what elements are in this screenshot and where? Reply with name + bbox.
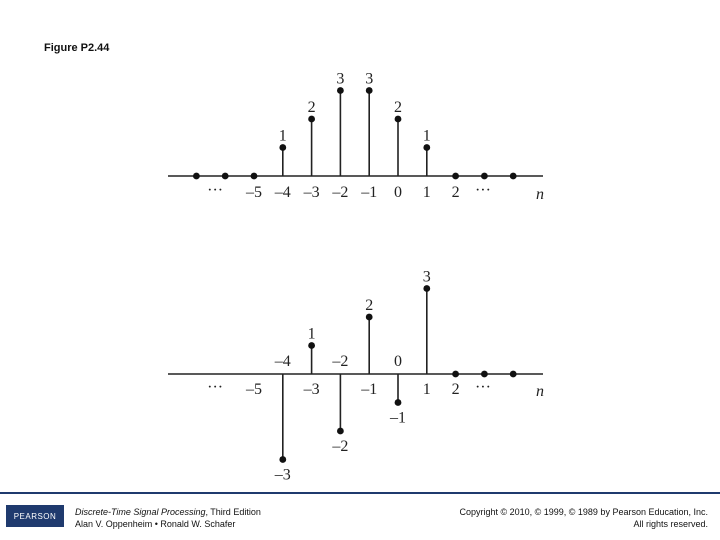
plot1-tick-label: –1 [360,184,377,201]
plot1-tick-label: –5 [245,184,262,201]
plot1-value-label: 3 [336,71,344,88]
plot2-value-label: –2 [331,438,348,455]
plot2-value-label: 1 [308,326,316,343]
plot2-axis-label-n: n [536,383,544,400]
plot2-tick-label: 0 [394,353,402,370]
plot2-tick-label: –3 [303,381,320,398]
plot1-stem-marker [452,172,459,180]
book-title: Discrete-Time Signal Processing [75,507,206,517]
plot1-stem-marker [365,87,373,94]
book-credit: Discrete-Time Signal Processing, Third E… [75,506,261,530]
plot2-tick-label: –4 [274,353,291,370]
plot1-tick-label: 1 [423,184,431,201]
book-edition: , Third Edition [205,507,261,517]
plot1-stem-marker [221,172,229,180]
plot1-tick-label: 2 [452,184,460,201]
plot1-value-label: 1 [279,128,287,145]
plot1-stem-marker [337,87,344,94]
plot1-value-label: 2 [394,99,402,116]
plot2-stem-marker [452,370,459,378]
plot2-stem-marker [308,342,315,349]
footer-rule [0,492,720,494]
plot2-stem-marker [394,399,402,406]
copyright-notice: Copyright © 2010, © 1999, © 1989 by Pear… [459,506,708,530]
plot1-stem-marker [250,172,258,180]
plot1-tick-label: 0 [394,184,402,201]
plot2-tick-label: –1 [360,381,377,398]
plot2-stem-marker [509,370,517,378]
plot2-tick-label: –2 [331,353,348,370]
plot1-value-label: 3 [365,71,373,88]
plot1-stem-marker [308,115,315,123]
plot1-ellipsis: ··· [475,182,491,199]
plot1-stem-marker [279,144,287,151]
plot2-stem-marker [423,285,431,292]
plot2-stem-marker [481,370,488,378]
plot1-stem-marker [509,172,517,180]
rights-line: All rights reserved. [633,519,708,529]
plot2-value-label: –1 [389,410,406,427]
plot2-ellipsis: ··· [475,379,491,396]
plot1-value-label: 2 [308,99,316,116]
plot2-stem-marker [279,456,287,463]
stem-plots: –5 –4 –3 –2 –1 0 1 2 ··· ··· n 1 2 3 3 2 1 –5 –4 –3 –2 –1 0 1 2 ·… [168,71,544,484]
plot2-stem-marker [337,427,344,435]
plot2-value-label: 2 [365,297,373,314]
book-authors: Alan V. Oppenheim • Ronald W. Schafer [75,519,236,529]
plot1-tick-label: –3 [303,184,320,201]
plot2-ellipsis: ··· [207,379,223,396]
figure-title: Figure P2.44 [44,42,110,54]
plot2-value-label: 3 [423,269,431,286]
copyright-line: Copyright © 2010, © 1999, © 1989 by Pear… [459,507,708,517]
plot1-tick-label: –2 [331,184,348,201]
plot1-stem-marker [394,115,402,123]
plot2-tick-label: –5 [245,381,262,398]
pearson-logo: PEARSON [6,505,64,527]
plot2-tick-label: 1 [423,381,431,398]
plot1-stem-marker [481,172,488,180]
plot1-stem-marker [423,144,431,151]
plot1-stem-marker [193,172,200,180]
plot2-value-label: –3 [274,467,291,484]
plot2-tick-label: 2 [452,381,460,398]
plot2-stem-marker [365,313,373,321]
plot1-value-label: 1 [423,128,431,145]
plot1-ellipsis: ··· [207,182,223,199]
plot1-axis-label-n: n [536,186,544,203]
plot1-tick-label: –4 [274,184,291,201]
